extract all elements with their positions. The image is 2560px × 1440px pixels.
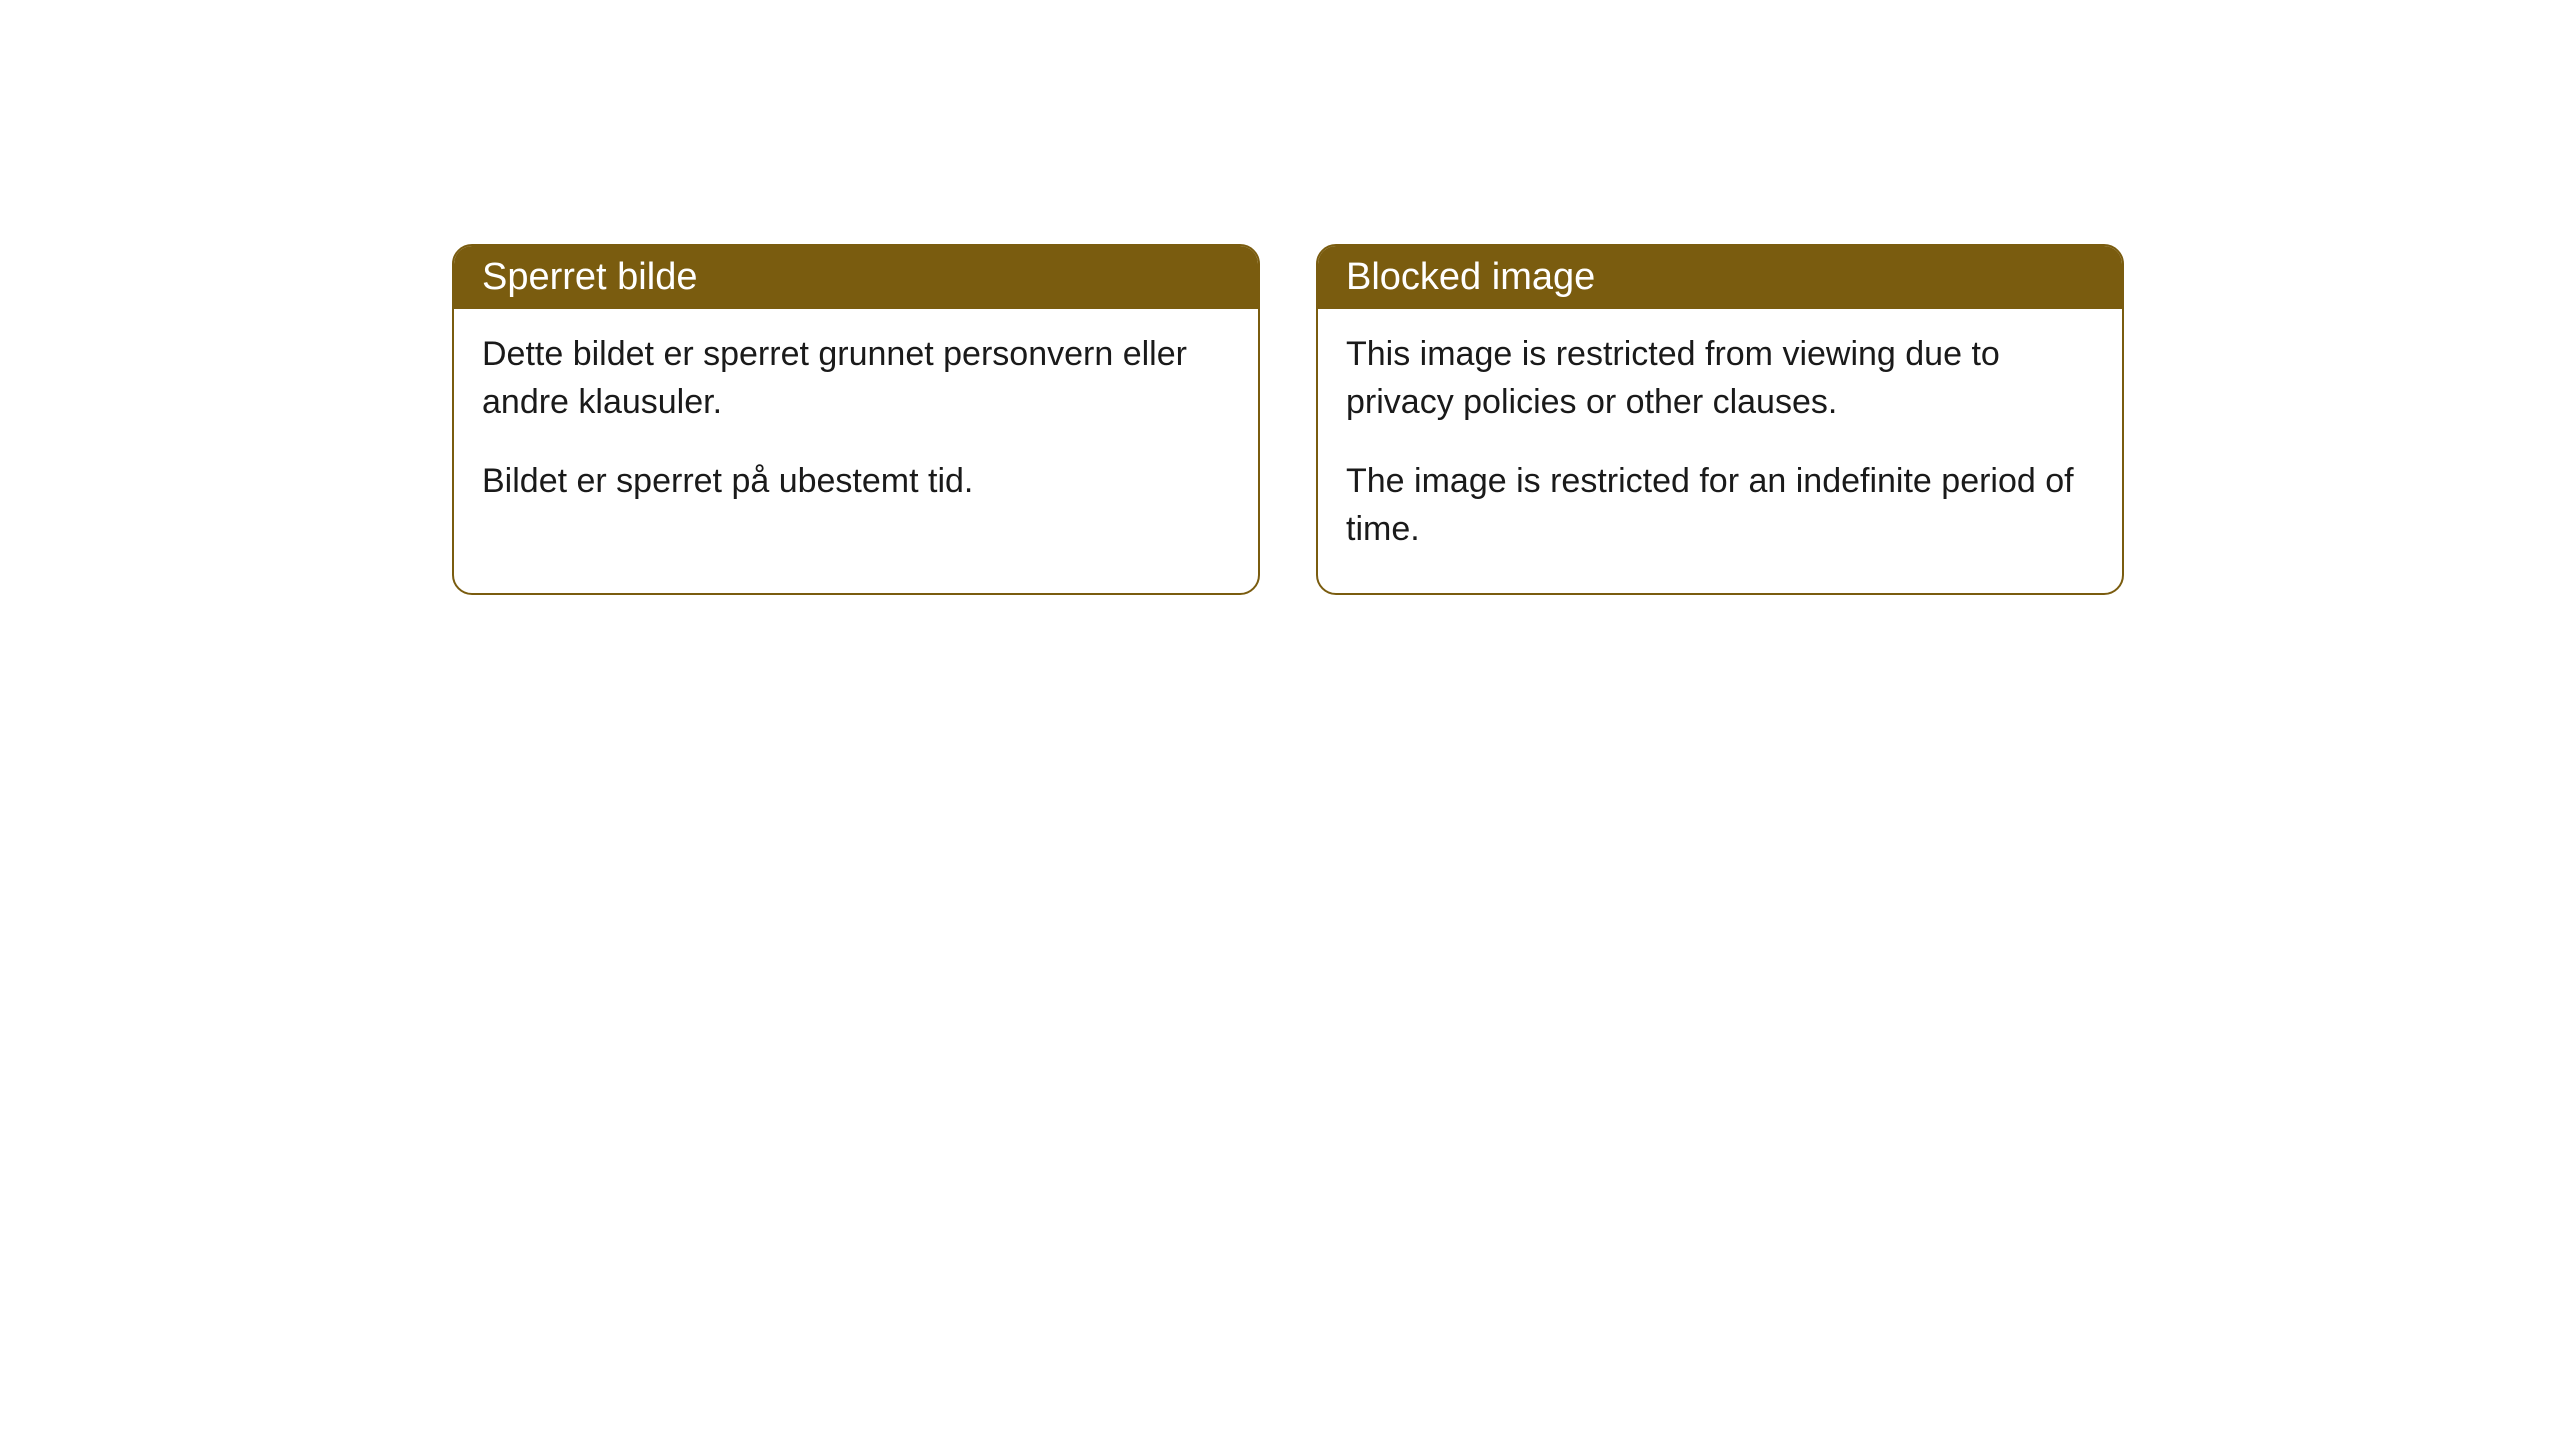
notice-card-english: Blocked image This image is restricted f… — [1316, 244, 2124, 595]
notice-card-norwegian: Sperret bilde Dette bildet er sperret gr… — [452, 244, 1260, 595]
notice-header: Sperret bilde — [454, 246, 1258, 309]
notice-header: Blocked image — [1318, 246, 2122, 309]
notice-body: Dette bildet er sperret grunnet personve… — [454, 309, 1258, 546]
notice-title: Blocked image — [1346, 256, 1595, 298]
notice-paragraph-1: Dette bildet er sperret grunnet personve… — [482, 331, 1230, 426]
notice-title: Sperret bilde — [482, 256, 697, 298]
notice-paragraph-1: This image is restricted from viewing du… — [1346, 331, 2094, 426]
notice-body: This image is restricted from viewing du… — [1318, 309, 2122, 593]
notice-paragraph-2: The image is restricted for an indefinit… — [1346, 458, 2094, 553]
notice-paragraph-2: Bildet er sperret på ubestemt tid. — [482, 458, 1230, 506]
notice-container: Sperret bilde Dette bildet er sperret gr… — [0, 0, 2560, 595]
